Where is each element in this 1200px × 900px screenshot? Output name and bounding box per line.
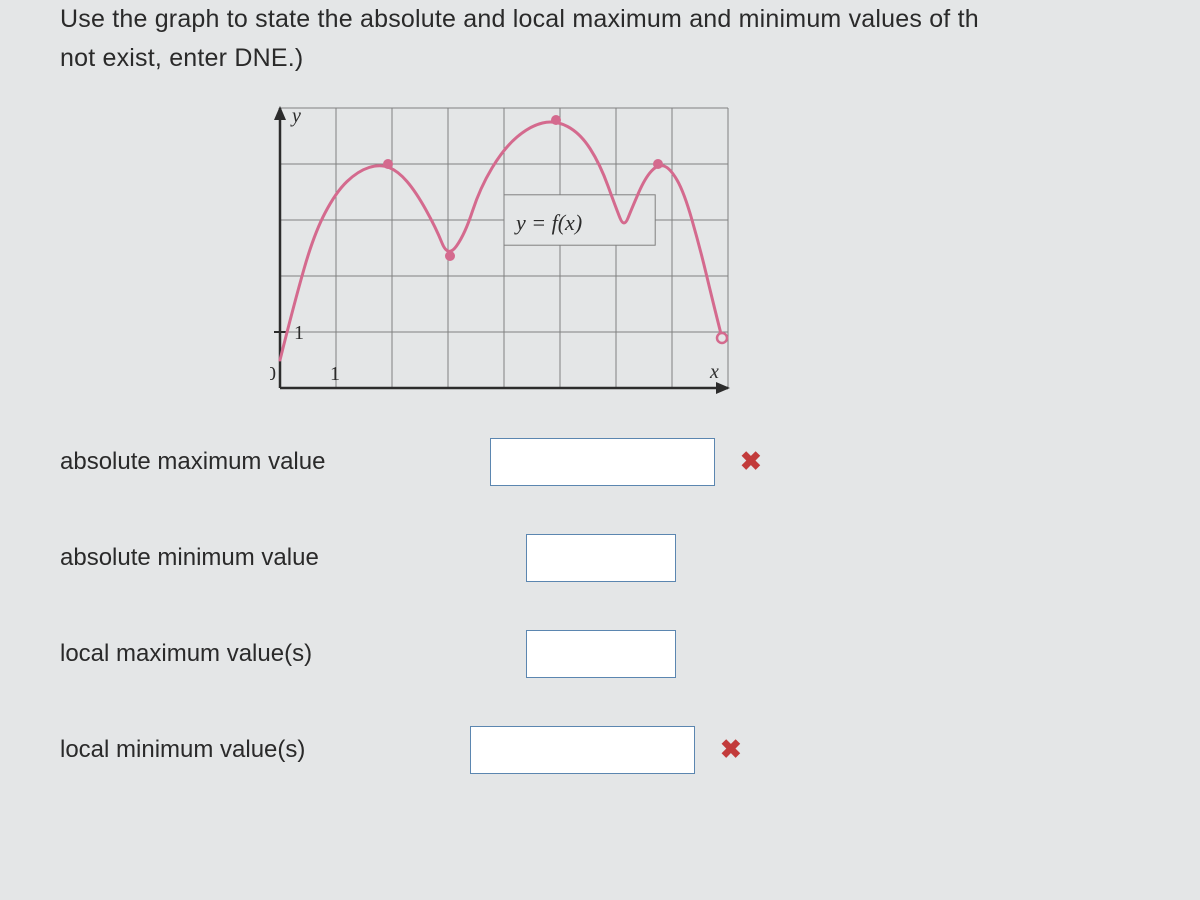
answer-input[interactable] [526,534,676,582]
function-graph: yx110y = f(x) [270,103,1160,408]
answer-input-wrap: ✖ [490,438,762,486]
answer-label: local minimum value(s) [60,736,490,764]
svg-text:1: 1 [330,363,340,385]
graph-svg: yx110y = f(x) [270,103,740,403]
answer-input-wrap [490,630,676,678]
wrong-icon: ✖ [740,446,762,477]
svg-text:0: 0 [270,363,276,385]
answer-table: absolute maximum value ✖ absolute minimum … [60,438,1160,774]
answer-label: absolute minimum value [60,544,490,572]
answer-input[interactable] [470,726,695,774]
answer-row: local minimum value(s) ✖ [60,726,1160,774]
svg-text:x: x [709,361,719,383]
answer-row: local maximum value(s) [60,630,1160,678]
answer-label: local maximum value(s) [60,640,490,668]
answer-input[interactable] [526,630,676,678]
svg-text:1: 1 [294,322,304,344]
answer-input-wrap: ✖ [490,726,742,774]
wrong-icon: ✖ [720,734,742,765]
answer-row: absolute maximum value ✖ [60,438,1160,486]
svg-text:y = f(x): y = f(x) [514,210,582,235]
answer-input-wrap [490,534,676,582]
question-instruction: Use the graph to state the absolute and … [60,0,1160,78]
svg-text:y: y [290,105,301,127]
answer-input[interactable] [490,438,715,486]
instruction-line-1: Use the graph to state the absolute and … [60,5,979,33]
answer-label: absolute maximum value [60,448,490,476]
answer-row: absolute minimum value [60,534,1160,582]
instruction-line-2: not exist, enter DNE.) [60,44,303,72]
question-page: Use the graph to state the absolute and … [0,0,1200,900]
